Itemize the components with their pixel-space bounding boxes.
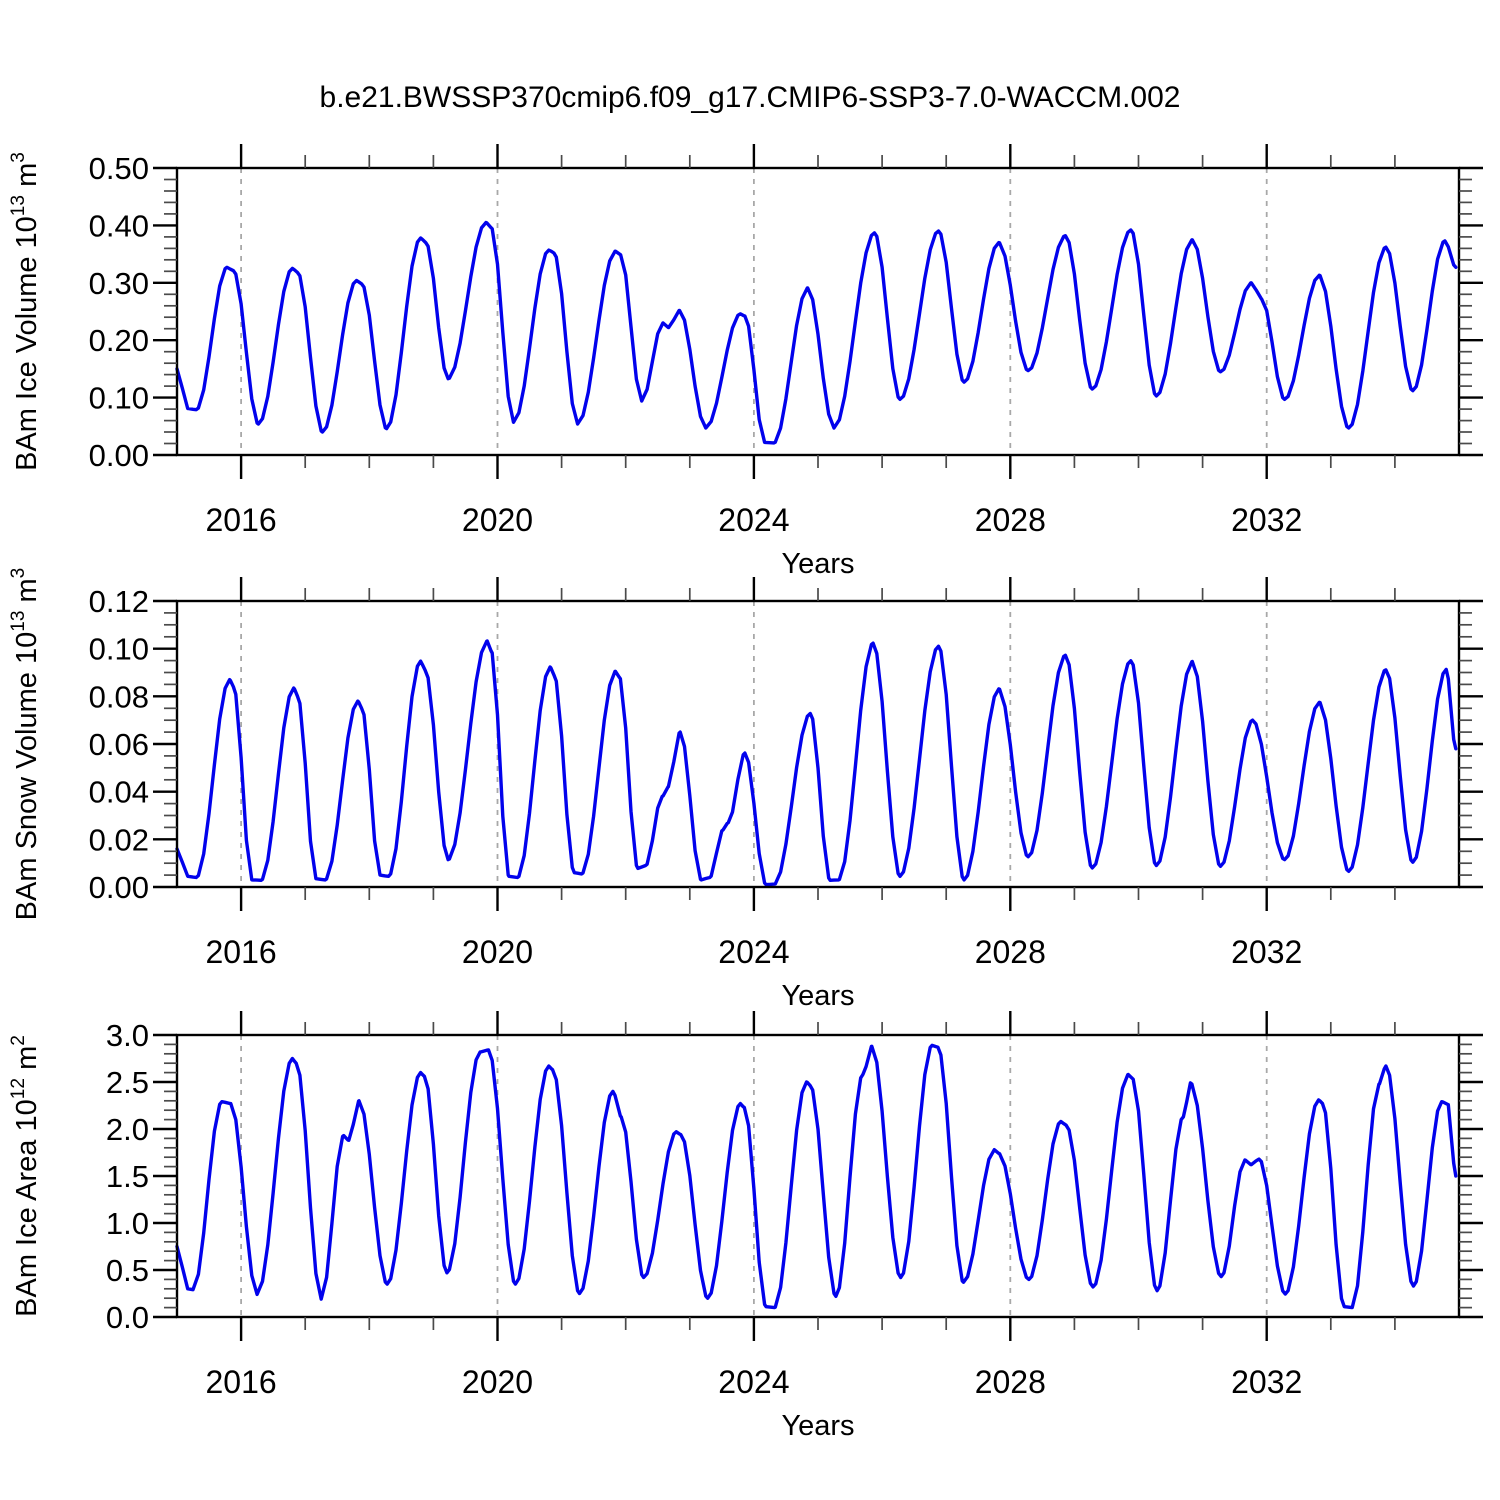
x-tick-label: 2032 [1231, 1364, 1302, 1400]
y-tick-label: 0.06 [89, 727, 149, 762]
x-axis-title: Years [781, 548, 854, 580]
y-tick-label: 0.20 [89, 323, 149, 358]
panel-ice-volume: 2016 2020 2024 2028 2032 0.00 0.10 0.20 0.30 0.40… [8, 144, 1483, 580]
x-tick-label: 2020 [462, 502, 533, 538]
y-tick-label: 2.5 [106, 1065, 149, 1100]
y-tick-label: 0.10 [89, 632, 149, 667]
y-tick-label: 0.30 [89, 266, 149, 301]
y-tick-label: 0.40 [89, 208, 149, 243]
y-tick-label: 0.12 [89, 584, 149, 619]
x-tick-label: 2024 [718, 1364, 789, 1400]
y-axis-title: BAm Ice Area 1012 m2 [8, 1035, 43, 1317]
x-tick-label: 2028 [975, 934, 1046, 970]
x-tick-label: 2020 [462, 934, 533, 970]
y-tick-label: 0.02 [89, 822, 149, 857]
panel-snow-volume: 2016 2020 2024 2028 2032 0.00 0.02 0.04 0.06 0.08… [8, 568, 1483, 1012]
y-axis-title: BAm Snow Volume 1013 m3 [8, 568, 43, 921]
x-tick-label: 2028 [975, 502, 1046, 538]
x-tick-label: 2028 [975, 1364, 1046, 1400]
x-tick-label: 2020 [462, 1364, 533, 1400]
y-tick-label: 0.10 [89, 381, 149, 416]
y-tick-label: 1.0 [106, 1206, 149, 1241]
series-line [175, 220, 1458, 445]
x-tick-label: 2016 [206, 934, 277, 970]
x-axis-title: Years [781, 1410, 854, 1442]
panel-ice-area: 2016 2020 2024 2028 2032 0.0 0.5 1.0 1.5 2.0 2.5 3.… [8, 1011, 1483, 1442]
y-tick-label: 1.5 [106, 1159, 149, 1194]
y-tick-label: 0.00 [89, 438, 149, 473]
x-tick-label: 2024 [718, 502, 789, 538]
y-tick-label: 3.0 [106, 1018, 149, 1053]
y-tick-label: 0.0 [106, 1300, 149, 1335]
series-line [175, 1043, 1458, 1310]
plot-frame [175, 1033, 1461, 1319]
x-tick-label: 2016 [206, 502, 277, 538]
y-tick-label: 0.04 [89, 775, 149, 810]
y-tick-label: 0.5 [106, 1253, 149, 1288]
x-tick-label: 2016 [206, 1364, 277, 1400]
x-tick-label: 2032 [1231, 934, 1302, 970]
y-tick-label: 0.00 [89, 870, 149, 905]
y-tick-label: 2.0 [106, 1112, 149, 1147]
x-tick-label: 2024 [718, 934, 789, 970]
y-tick-label: 0.50 [89, 151, 149, 186]
x-tick-label: 2032 [1231, 502, 1302, 538]
y-axis-title: BAm Ice Volume 1013 m3 [8, 152, 43, 471]
x-axis-title: Years [781, 980, 854, 1012]
figure-title: b.e21.BWSSP370cmip6.f09_g17.CMIP6-SSP3-7… [320, 81, 1181, 114]
series-line [175, 639, 1458, 887]
y-tick-label: 0.08 [89, 679, 149, 714]
